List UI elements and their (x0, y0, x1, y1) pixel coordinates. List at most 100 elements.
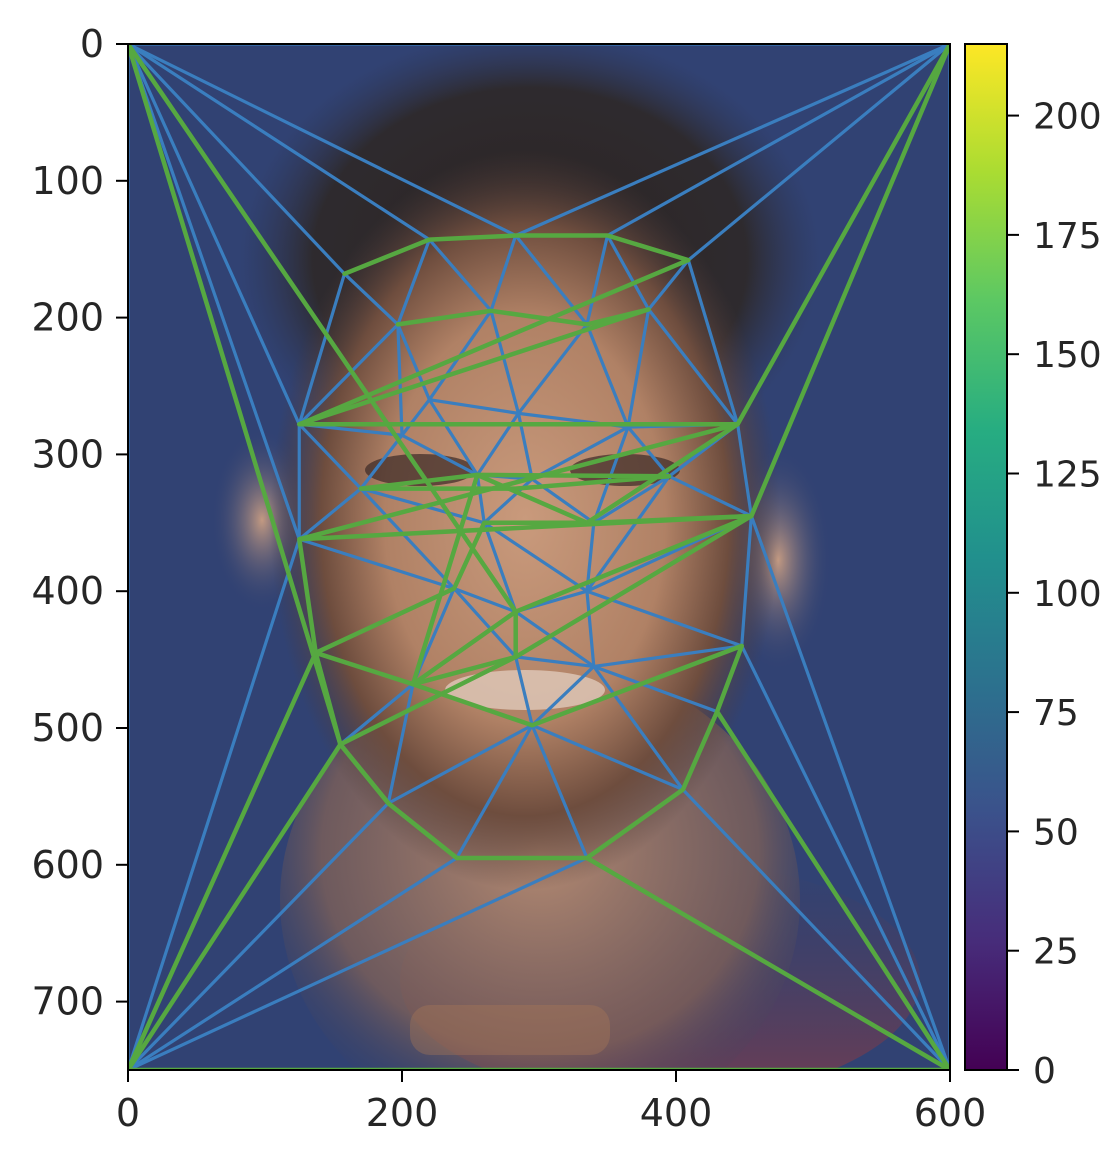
mesh-edge-blue (427, 398, 479, 477)
y-tick-label: 300 (31, 432, 104, 476)
mesh-edge-blue (592, 664, 719, 714)
mesh-edge-blue (514, 610, 596, 669)
y-axis: 0 100 200 300 400 500 600 700 (31, 22, 128, 1024)
y-tick-label: 500 (31, 706, 104, 750)
mesh-edge-blue (686, 258, 740, 426)
mesh-edge-blue (128, 856, 589, 1070)
mesh-edge-blue (489, 309, 521, 415)
mesh-edge-blue (400, 398, 431, 437)
mesh-edge-blue (681, 787, 950, 1070)
mesh-edge-blue (592, 664, 685, 792)
mesh-edge-blue (740, 514, 753, 648)
x-tick-label: 600 (914, 1091, 987, 1135)
x-tick-label: 200 (366, 1091, 439, 1135)
mesh-edge-blue (592, 644, 744, 669)
mesh-edge-blue (585, 322, 630, 429)
mesh-edge-blue (128, 801, 390, 1070)
mesh-edge-blue (585, 589, 596, 669)
mesh-edge-blue (530, 723, 589, 860)
mesh-path-green (128, 44, 950, 1070)
mesh-edge-blue (359, 487, 456, 591)
mesh-edge-blue (646, 307, 740, 426)
mesh-edge-blue (489, 233, 518, 313)
mesh-edge-blue (514, 655, 596, 669)
mesh-edge-blue (530, 723, 685, 792)
mesh-edge-blue (749, 514, 950, 1070)
mesh-edge-blue (386, 723, 534, 805)
mesh-edge-blue (128, 44, 518, 238)
mesh-edge-blue (592, 474, 671, 525)
mesh-edge-blue (530, 664, 596, 727)
mesh-edge-blue (482, 521, 518, 614)
mesh-path-green (297, 307, 651, 427)
mesh-edge-blue (482, 521, 589, 593)
face-image (128, 44, 950, 1070)
mesh-path-green (313, 513, 754, 656)
axes-frame (127, 43, 951, 1071)
mesh-edge-blue (359, 433, 404, 491)
y-tick-label: 200 (31, 296, 104, 340)
colorbar-tick-label: 75 (1033, 693, 1079, 734)
x-axis: 0 200 400 600 (116, 1070, 986, 1135)
mesh-edge-blue (585, 233, 610, 327)
mesh-edge-blue (128, 44, 301, 426)
mesh-edge-blue (605, 44, 950, 238)
y-tick-label: 600 (31, 843, 104, 887)
mesh-edge-blue (626, 425, 671, 478)
colorbar-tick-label: 100 (1033, 574, 1102, 615)
y-tick-label: 100 (31, 159, 104, 203)
x-tick-label: 0 (116, 1091, 140, 1135)
colorbar-tick-label: 0 (1033, 1051, 1056, 1092)
mesh-edge-blue (455, 723, 534, 860)
mesh-edge-blue (297, 422, 363, 491)
mesh-edge-blue (128, 537, 301, 1070)
mesh-path-green (358, 472, 672, 491)
colorbar (964, 43, 1008, 1071)
mesh-path-green (128, 709, 950, 1070)
mesh-edge-blue (297, 272, 347, 426)
mesh-edge-blue (128, 44, 431, 242)
mesh-edge-blue (386, 682, 415, 805)
colorbar-axis: 0 25 50 75 100 125 150 175 200 (1007, 97, 1102, 1092)
mesh-edge-blue (736, 422, 753, 518)
mesh-edge-blue (686, 44, 950, 262)
mesh-edge-blue (342, 272, 400, 327)
mesh-edge-blue (667, 474, 753, 518)
y-tick-label: 0 (80, 22, 104, 66)
triangulation-mesh-green (128, 44, 950, 1070)
mesh-edge-blue (427, 398, 521, 415)
mesh-edge-blue (128, 44, 301, 541)
y-tick-label: 700 (31, 980, 104, 1024)
mesh-edge-blue (740, 644, 950, 1070)
mesh-edge-blue (128, 856, 459, 1070)
x-tick-label: 400 (640, 1091, 713, 1135)
mesh-edge-blue (626, 307, 651, 429)
mesh-path-green (128, 44, 460, 861)
colorbar-tick-label: 25 (1033, 932, 1079, 973)
y-tick-label: 400 (31, 569, 104, 613)
colorbar-tick-label: 175 (1033, 216, 1102, 257)
colorbar-tick-label: 150 (1033, 335, 1102, 376)
mesh-edge-blue (400, 433, 479, 477)
mesh-edge-blue (128, 44, 347, 276)
mesh-path-green (410, 44, 950, 687)
mesh-edge-blue (396, 238, 431, 327)
mesh-edge-blue (396, 322, 431, 402)
mesh-edge-blue (452, 586, 518, 614)
colorbar-tick-label: 200 (1033, 97, 1102, 138)
mesh-edge-blue (516, 322, 589, 415)
mesh-edge-blue (514, 655, 534, 727)
mesh-edge-blue (585, 474, 671, 593)
colorbar-tick-label: 125 (1033, 454, 1102, 495)
mesh-edge-blue (427, 238, 493, 313)
mesh-edge-blue (338, 682, 415, 747)
mesh-edge-blue (297, 537, 456, 591)
mesh-edge-blue (585, 521, 596, 593)
mesh-edge-blue (605, 233, 651, 311)
colorbar-tick-label: 50 (1033, 812, 1079, 853)
mesh-edge-blue (646, 258, 690, 311)
mesh-edge-blue (297, 487, 363, 541)
mesh-edge-blue (530, 425, 630, 481)
mesh-edge-blue (514, 44, 950, 238)
